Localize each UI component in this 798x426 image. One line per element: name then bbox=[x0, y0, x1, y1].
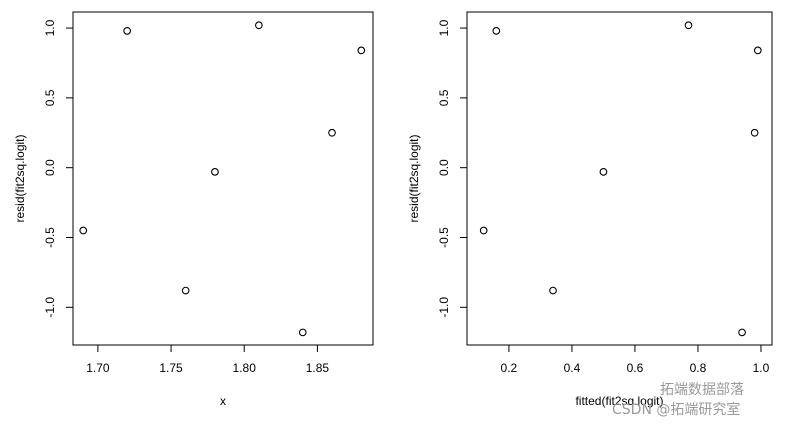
point bbox=[79, 226, 88, 235]
x-tick-label: 1.85 bbox=[306, 361, 330, 375]
x-axis-label: fitted(fit2sq.logit) bbox=[575, 394, 663, 408]
point bbox=[492, 26, 501, 35]
y-tick-label: -0.5 bbox=[43, 227, 57, 248]
x-tick-label: 0.8 bbox=[690, 361, 707, 375]
watermark: CSDN @拓端研究室 bbox=[612, 401, 740, 418]
point bbox=[479, 226, 488, 235]
point bbox=[181, 286, 190, 295]
x-tick-label: 1.80 bbox=[233, 361, 257, 375]
y-tick-label: -0.5 bbox=[437, 227, 451, 248]
point bbox=[298, 328, 307, 337]
point bbox=[753, 46, 762, 55]
point bbox=[123, 26, 131, 35]
point bbox=[738, 328, 746, 337]
plot-box bbox=[466, 11, 773, 346]
y-tick-label: 1.0 bbox=[43, 19, 57, 36]
x-tick-label: 1.70 bbox=[86, 361, 110, 375]
point bbox=[684, 21, 693, 30]
watermark: 拓端数据部落 bbox=[660, 382, 744, 398]
x-tick-label: 1.75 bbox=[159, 361, 183, 375]
x-tick-label: 0.6 bbox=[627, 361, 644, 375]
y-tick-label: 0.5 bbox=[43, 89, 57, 106]
x-axis-label: x bbox=[220, 394, 226, 408]
y-tick-label: -1.0 bbox=[437, 297, 451, 318]
y-axis-label: resid(fit2sq.logit) bbox=[13, 134, 27, 222]
y-tick-label: 1.0 bbox=[437, 19, 451, 36]
y-tick-label: 0.0 bbox=[43, 159, 57, 176]
y-tick-label: -1.0 bbox=[43, 297, 57, 318]
y-tick-label: 0.5 bbox=[437, 89, 451, 106]
point bbox=[549, 286, 557, 295]
x-tick-label: 0.4 bbox=[564, 361, 581, 375]
point bbox=[328, 128, 336, 137]
y-tick-label: 0.0 bbox=[437, 159, 451, 176]
y-axis-label: resid(fit2sq.logit) bbox=[407, 134, 421, 222]
point bbox=[750, 128, 759, 137]
point bbox=[211, 168, 219, 176]
x-tick-label: 1.0 bbox=[753, 361, 770, 375]
point bbox=[255, 21, 263, 30]
x-tick-label: 0.2 bbox=[501, 361, 518, 375]
point bbox=[599, 168, 608, 176]
point bbox=[357, 46, 366, 55]
plot-box bbox=[72, 11, 374, 346]
